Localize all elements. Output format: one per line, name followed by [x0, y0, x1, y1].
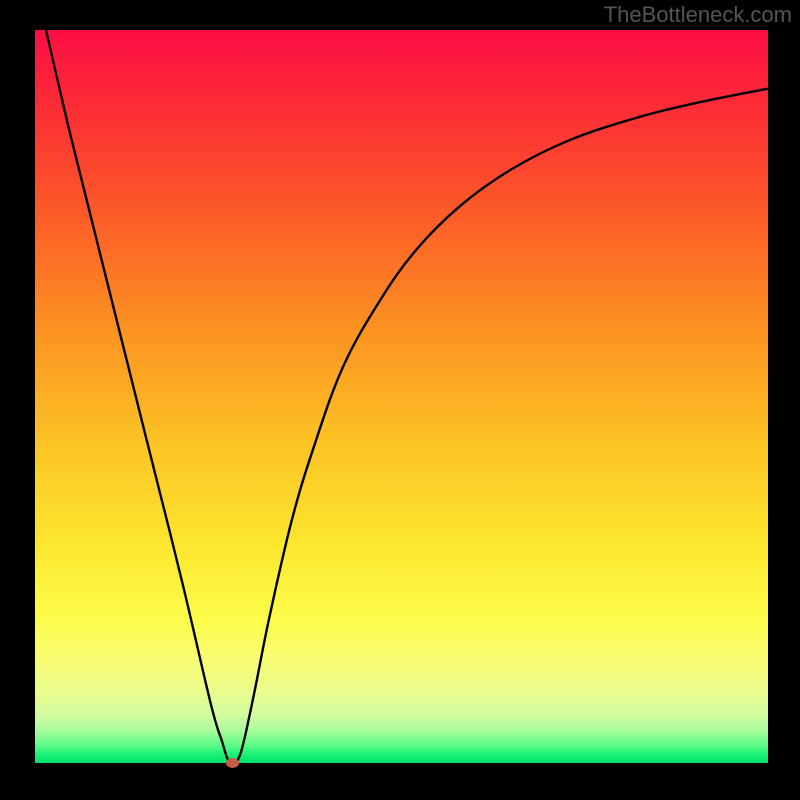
curve-path: [46, 30, 768, 763]
chart-container: TheBottleneck.com: [0, 0, 800, 800]
minimum-marker: [226, 758, 239, 768]
curve-overlay: [35, 30, 768, 763]
watermark-text: TheBottleneck.com: [604, 2, 792, 28]
plot-area: [35, 30, 768, 763]
